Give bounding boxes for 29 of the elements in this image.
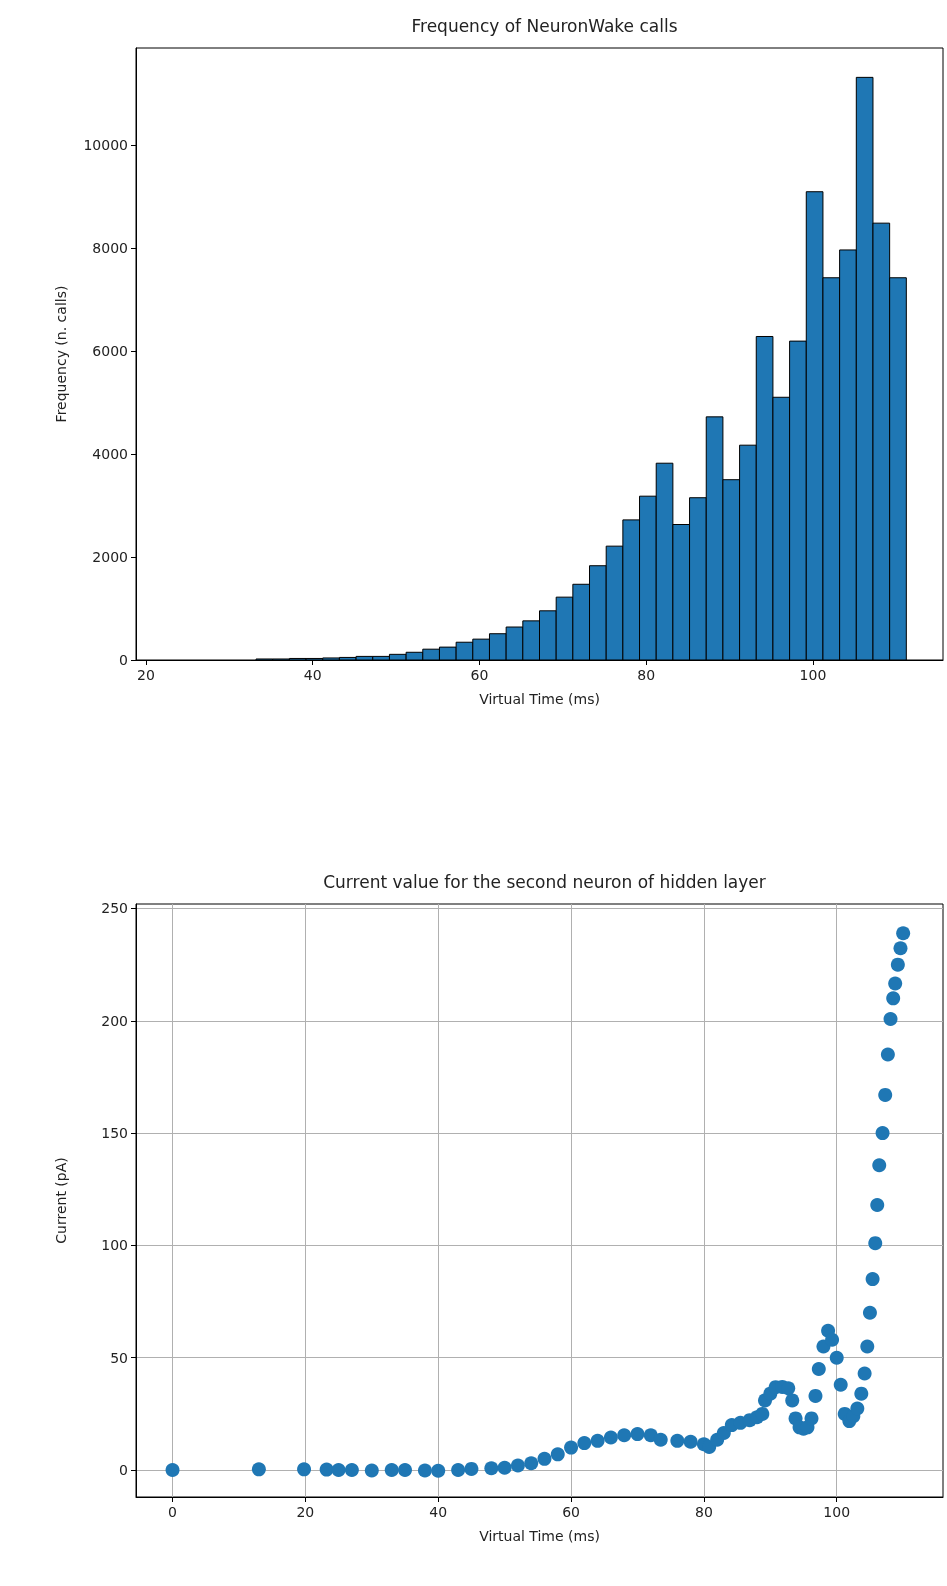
y-tick-label: 50 bbox=[110, 1349, 128, 1366]
x-axis-title: Virtual Time (ms) bbox=[479, 691, 600, 707]
x-tick-label: 80 bbox=[694, 1504, 713, 1520]
y-tick-label: 150 bbox=[101, 1125, 128, 1142]
y-tick-label: 0 bbox=[119, 652, 128, 668]
y-tick-label: 10000 bbox=[83, 136, 128, 153]
x-tick-label: 20 bbox=[137, 667, 155, 683]
y-tick-label: 4000 bbox=[92, 445, 128, 462]
x-tick-label: 100 bbox=[799, 667, 827, 683]
x-tick-label: 60 bbox=[470, 667, 489, 683]
x-tick-label: 40 bbox=[303, 667, 322, 683]
x-tick-label: 20 bbox=[296, 1504, 315, 1520]
x-tick-label: 60 bbox=[562, 1504, 580, 1520]
x-tick-label: 80 bbox=[637, 667, 656, 683]
y-tick-label: 2000 bbox=[92, 548, 128, 565]
x-tick-label: 40 bbox=[429, 1504, 448, 1520]
y-tick-label: 6000 bbox=[92, 342, 128, 359]
y-tick-label: 0 bbox=[119, 1462, 128, 1479]
y-tick-label: 250 bbox=[101, 900, 128, 917]
chart-title: Frequency of NeuronWake calls bbox=[411, 15, 678, 36]
chart-title: Current value for the second neuron of hidden layer bbox=[323, 871, 766, 892]
y-axis-title: Current (pA) bbox=[53, 1157, 69, 1244]
y-tick-label: 8000 bbox=[92, 239, 128, 256]
x-tick-label: 0 bbox=[168, 1504, 177, 1520]
y-tick-label: 100 bbox=[101, 1237, 128, 1254]
x-axis-title: Virtual Time (ms) bbox=[479, 1528, 600, 1544]
y-tick-label: 200 bbox=[101, 1012, 128, 1029]
x-tick-label: 100 bbox=[823, 1504, 851, 1520]
y-axis-title: Frequency (n. calls) bbox=[53, 285, 69, 423]
